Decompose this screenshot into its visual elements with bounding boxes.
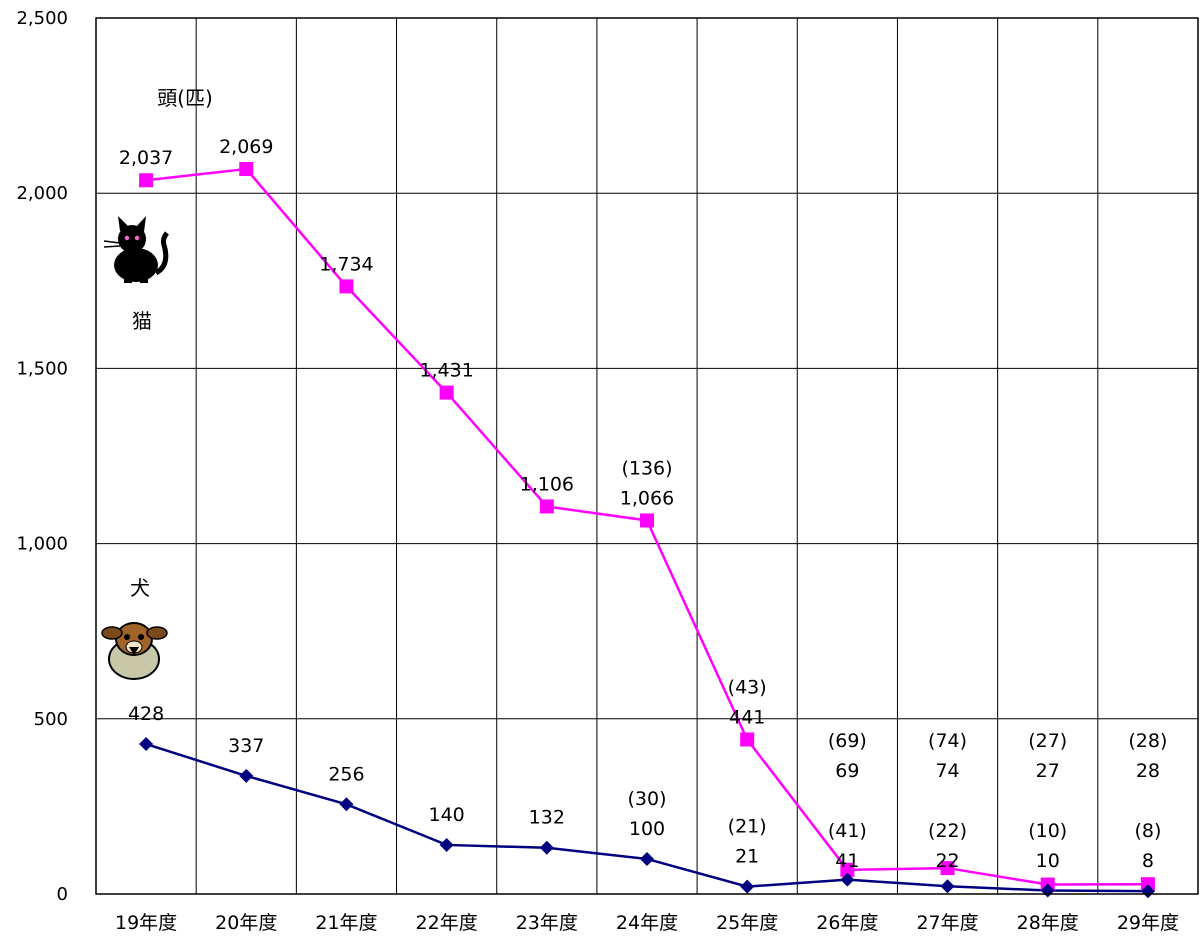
data-label: 441 xyxy=(729,706,765,728)
data-label-paren: (27) xyxy=(1028,730,1067,752)
x-tick-label: 24年度 xyxy=(616,912,678,934)
data-label-paren: (22) xyxy=(928,820,967,842)
y-tick-label: 1,000 xyxy=(16,534,68,555)
data-point xyxy=(940,879,955,894)
data-label: 256 xyxy=(328,763,364,785)
x-tick-label: 25年度 xyxy=(716,912,778,934)
data-label-paren: (74) xyxy=(928,730,967,752)
cat-icon xyxy=(103,216,169,283)
cat-series-label: 猫 xyxy=(132,309,152,333)
x-tick-label: 23年度 xyxy=(516,912,578,934)
data-label: 2,069 xyxy=(219,136,273,158)
data-point xyxy=(940,861,955,876)
data-label-paren: (43) xyxy=(728,676,767,698)
data-label-paren: (8) xyxy=(1134,820,1161,842)
series-markers xyxy=(139,162,1155,899)
x-tick-label: 29年度 xyxy=(1117,912,1179,934)
data-point xyxy=(1140,877,1155,892)
data-label: 22 xyxy=(935,850,959,872)
data-point xyxy=(139,737,154,752)
data-label: 2,037 xyxy=(119,147,173,169)
data-point xyxy=(439,837,454,852)
data-label-paren: (30) xyxy=(627,788,666,810)
data-label-paren: (28) xyxy=(1128,730,1167,752)
data-point xyxy=(339,797,354,812)
plot-area-border xyxy=(95,17,1199,895)
data-point xyxy=(640,851,654,866)
y-tick-label: 2,500 xyxy=(16,8,68,29)
data-label: 41 xyxy=(835,850,859,872)
data-label: 69 xyxy=(835,760,859,782)
data-label-paren: (136) xyxy=(621,457,672,479)
y-tick-label: 2,000 xyxy=(16,183,68,204)
data-labels: 2,037 2,069 1,734 1,431 1,106 1,066 (136) 441 (4… xyxy=(119,136,1168,872)
x-tick-label: 28年度 xyxy=(1017,912,1079,934)
data-point xyxy=(539,499,554,514)
y-axis: 0 500 1,000 1,500 2,000 2,500 xyxy=(16,8,68,905)
data-label: 27 xyxy=(1036,760,1060,782)
data-label: 100 xyxy=(629,818,665,840)
data-label: 428 xyxy=(128,703,164,725)
data-label: 1,106 xyxy=(520,473,574,495)
data-label: 1,431 xyxy=(419,360,473,382)
data-point xyxy=(640,513,654,528)
y-tick-label: 500 xyxy=(34,709,68,730)
data-label: 74 xyxy=(935,760,959,782)
x-tick-label: 20年度 xyxy=(215,912,277,934)
x-tick-label: 22年度 xyxy=(416,912,478,934)
data-point xyxy=(740,732,755,747)
x-axis: 19年度 20年度 21年度 22年度 23年度 24年度 25年度 26年度 27年度 28年度… xyxy=(115,912,1179,934)
data-label-paren: (10) xyxy=(1028,820,1067,842)
data-label: 10 xyxy=(1036,850,1060,872)
data-label: 1,066 xyxy=(620,487,674,509)
data-point xyxy=(239,768,254,783)
x-tick-label: 19年度 xyxy=(115,912,177,934)
data-label: 28 xyxy=(1136,760,1160,782)
data-point xyxy=(740,879,755,894)
data-label: 132 xyxy=(529,807,565,829)
data-label: 337 xyxy=(228,735,264,757)
data-point xyxy=(439,385,454,400)
data-label: 8 xyxy=(1142,850,1154,872)
x-tick-label: 26年度 xyxy=(816,912,878,934)
data-label-paren: (21) xyxy=(728,816,767,838)
data-label: 1,734 xyxy=(319,253,373,275)
data-label: 140 xyxy=(429,804,465,826)
y-tick-label: 1,500 xyxy=(16,358,68,379)
y-tick-label: 0 xyxy=(57,884,68,905)
dog-icon xyxy=(101,622,168,680)
data-point xyxy=(539,840,554,855)
data-point xyxy=(840,862,855,877)
data-point xyxy=(840,872,855,887)
data-point xyxy=(239,162,254,177)
data-label: 21 xyxy=(735,846,759,868)
unit-label: 頭(匹) xyxy=(157,86,213,110)
data-point xyxy=(339,279,354,294)
dog-series-label: 犬 xyxy=(130,576,150,600)
x-tick-label: 21年度 xyxy=(315,912,377,934)
data-label-paren: (69) xyxy=(828,730,867,752)
x-tick-label: 27年度 xyxy=(916,912,978,934)
data-label-paren: (41) xyxy=(828,820,867,842)
data-point xyxy=(139,173,154,188)
